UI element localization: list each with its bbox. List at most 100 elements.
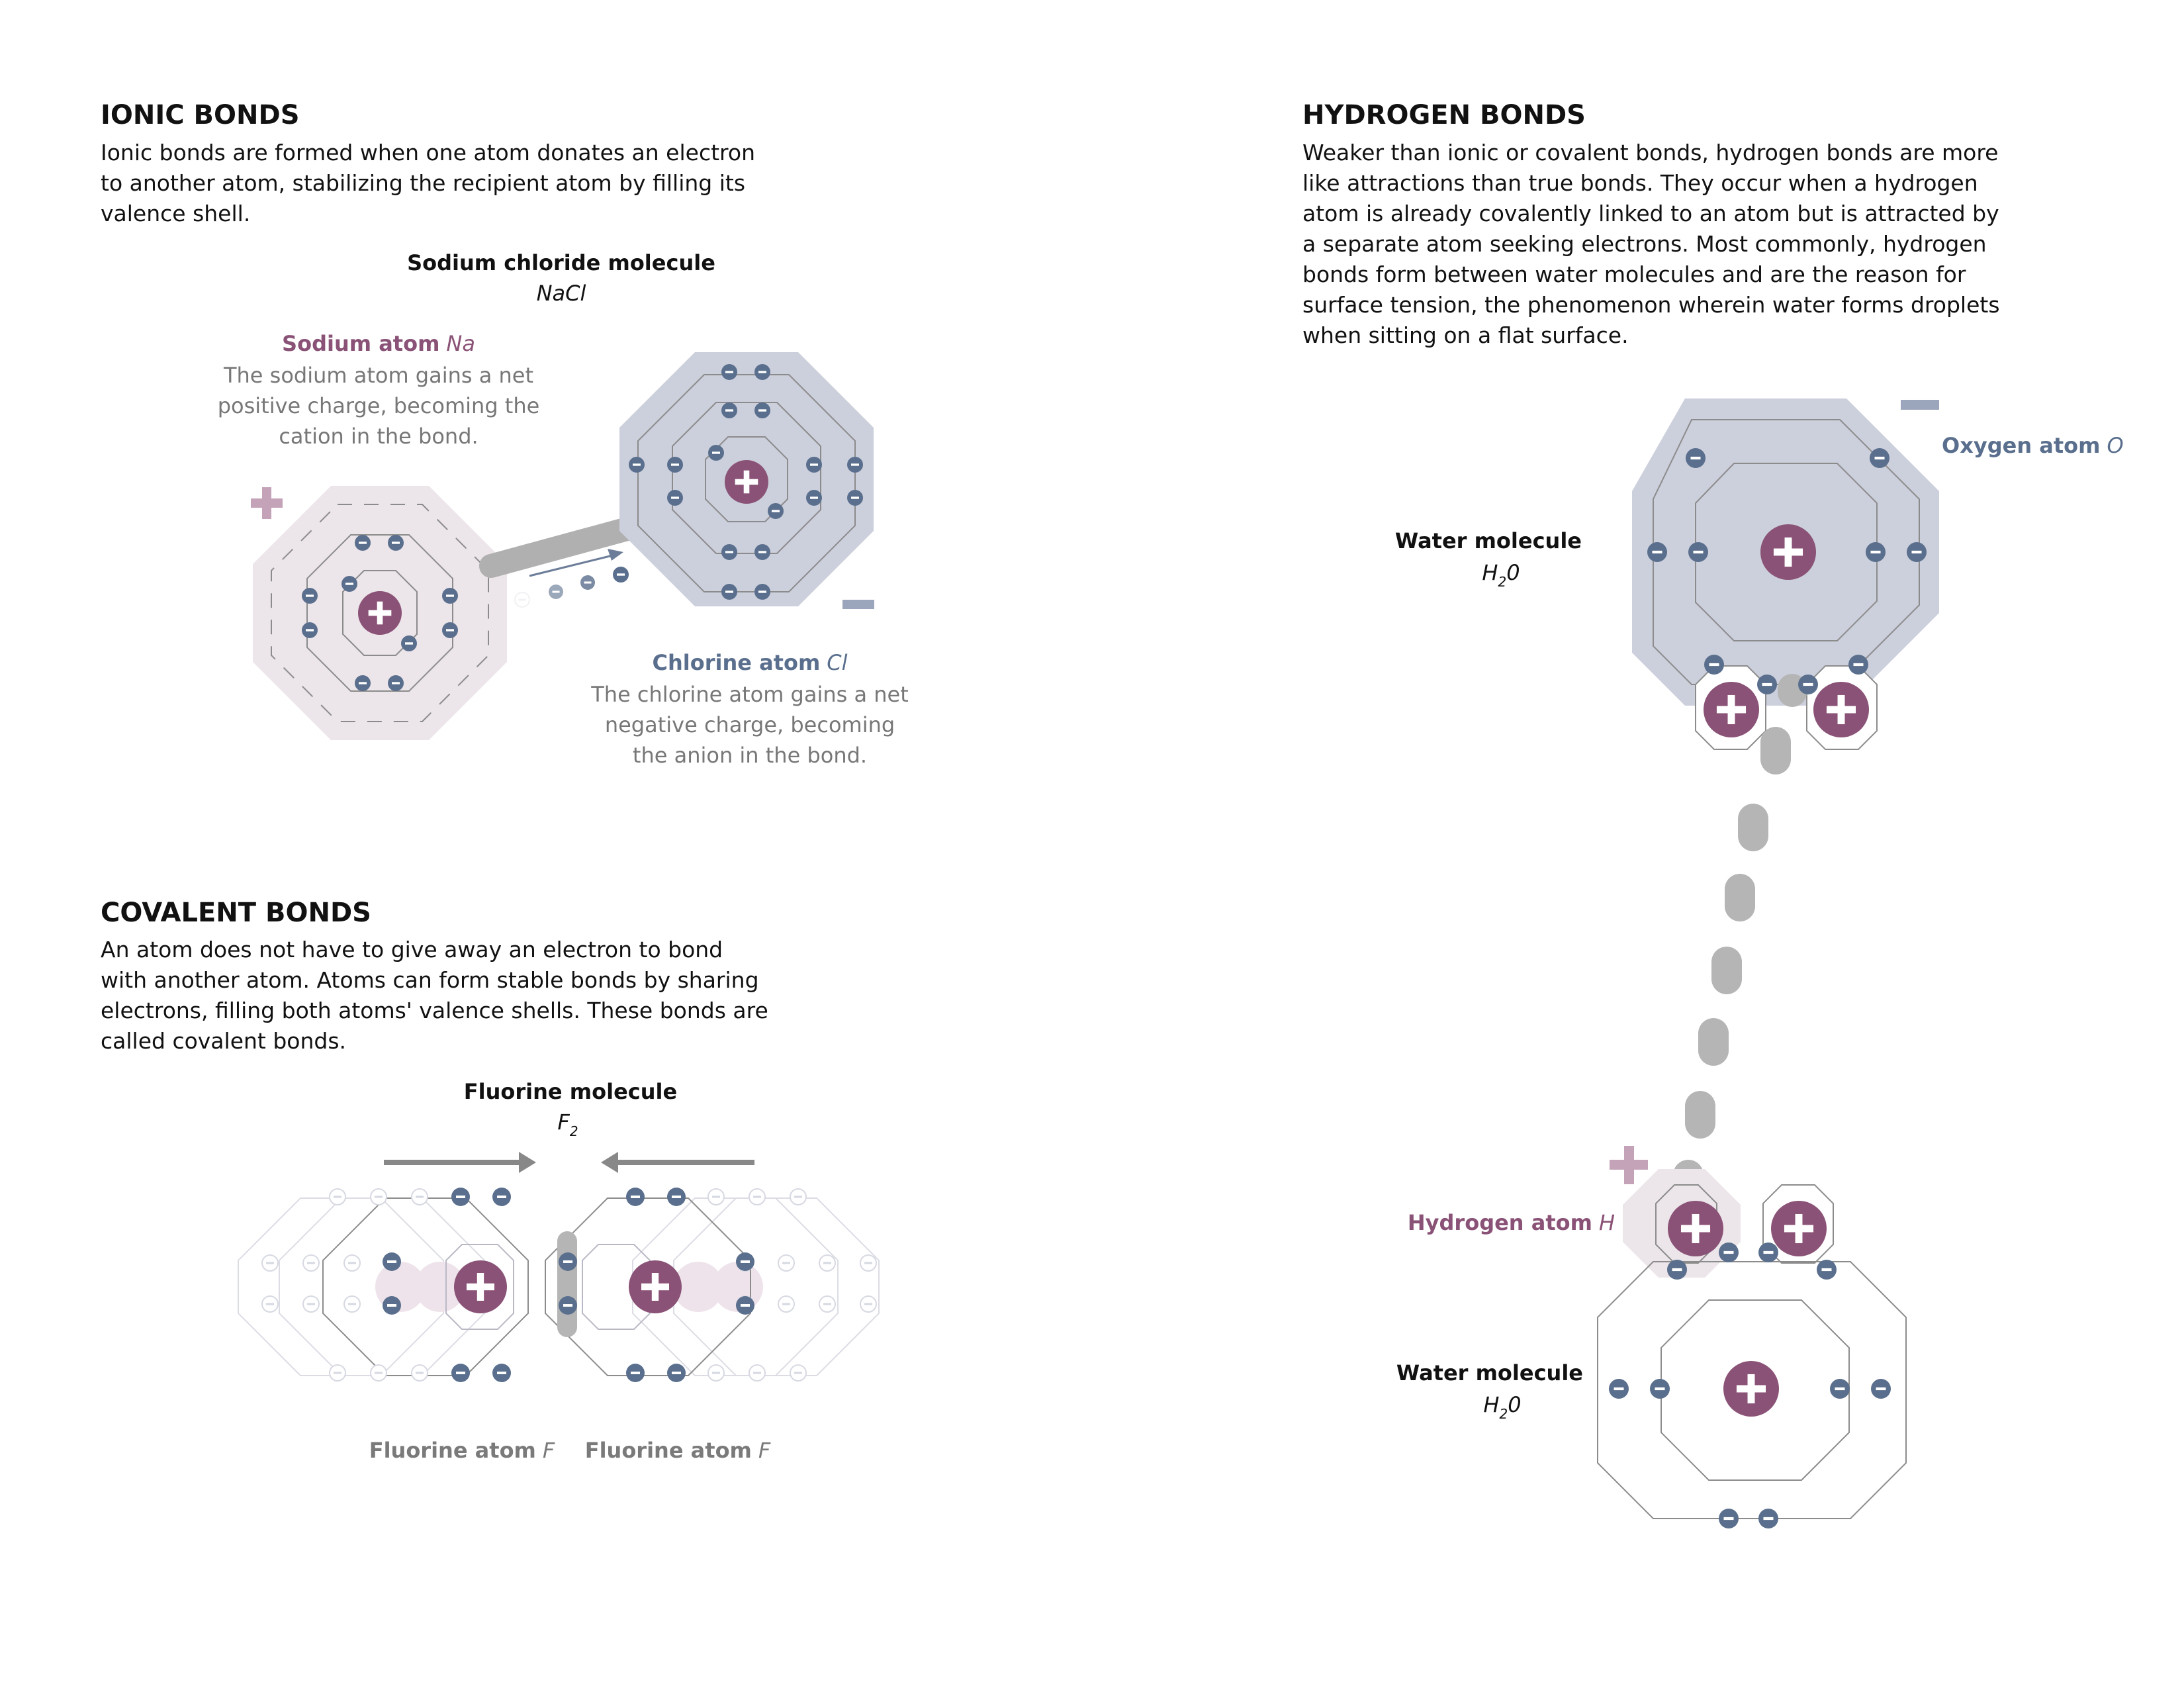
- electron-minus-40: [348, 1262, 356, 1264]
- electron: [1719, 1243, 1739, 1262]
- fluorine-right-symbol: F: [758, 1438, 771, 1463]
- electron-minus-79: [1853, 663, 1864, 667]
- electron-minus-11: [725, 371, 733, 373]
- electron-minus-5: [446, 594, 454, 597]
- electron-minus-57: [794, 1372, 802, 1374]
- electron: [329, 1364, 346, 1382]
- electron-minus-83: [1763, 1250, 1774, 1254]
- electron-minus-52: [334, 1372, 341, 1374]
- water-bottom-hydrogen-right-nucleus: [1771, 1201, 1827, 1256]
- electron-minus-49: [782, 1303, 790, 1305]
- electron: [451, 1188, 470, 1206]
- fluorine-right-nucleus: [629, 1260, 682, 1313]
- electron-minus-18: [810, 463, 818, 466]
- electron: [629, 457, 645, 473]
- sodium-plus-sign: [251, 487, 283, 519]
- electron: [1650, 1379, 1670, 1399]
- electron: [721, 584, 737, 600]
- electron: [514, 592, 530, 608]
- fluorine-formula-subscript: 2: [570, 1123, 578, 1139]
- electron: [442, 622, 458, 638]
- electron-minus-72: [1690, 456, 1701, 460]
- oxygen-atom-bottom-shell-1: [1661, 1299, 1850, 1481]
- electron-minus-67: [672, 1196, 681, 1198]
- hydrogen-plus-sign: [1610, 1146, 1648, 1184]
- electron-minus-9: [359, 682, 367, 684]
- electron: [1688, 542, 1708, 562]
- hydrogen-paragraph-line-4: a separate atom seeking electrons. Most …: [1302, 231, 1987, 257]
- sodium-outer-shell-dashed: [271, 504, 489, 722]
- electron: [388, 535, 404, 551]
- hydrogen-bond-dashes: [1673, 674, 1807, 1199]
- water-top-formula-tail: 0: [1506, 560, 1520, 585]
- electron-minus-22: [851, 496, 859, 499]
- electron-minus-8: [405, 642, 413, 645]
- hydrogen-atom-name: Hydrogen atom: [1408, 1210, 1592, 1235]
- electron-minus-25: [758, 551, 766, 553]
- chlorine-nucleus: [725, 460, 768, 504]
- electron-minus-61: [387, 1304, 396, 1307]
- water-bottom-title: Water molecule: [1396, 1360, 1583, 1385]
- electron-transfer-arrow: [529, 553, 616, 577]
- electron: [370, 1188, 387, 1205]
- electron: [754, 402, 770, 418]
- electron-minus-14: [758, 409, 766, 412]
- electron-minus-64: [456, 1372, 465, 1374]
- electron: [451, 1364, 470, 1382]
- water-bottom-hydrogen-right-nucleus-plus-v: [1795, 1213, 1803, 1244]
- electron-minus-28: [518, 598, 526, 601]
- electron: [754, 364, 770, 380]
- electron: [626, 1188, 645, 1206]
- electron: [1758, 1509, 1778, 1528]
- electron: [261, 1254, 279, 1272]
- right-approach-arrowhead: [601, 1152, 618, 1173]
- fluorine-right-name: Fluorine atom: [585, 1438, 752, 1463]
- electron-minus-44: [864, 1262, 872, 1264]
- fluorine-left-nucleus-plus-v: [477, 1273, 484, 1301]
- electron-transfer-arrowhead: [608, 549, 623, 561]
- chlorine-atom-symbol: Cl: [827, 650, 847, 675]
- electron-minus-74: [1652, 550, 1662, 554]
- water-top-formula-h: H: [1482, 560, 1498, 585]
- electron: [736, 1252, 754, 1271]
- electron-layer: [261, 364, 1927, 1528]
- chlorine-shell-1: [705, 436, 788, 522]
- electron-minus-82: [1723, 1250, 1734, 1254]
- electron-minus-20: [671, 496, 679, 499]
- water-bottom-formula: H20: [1483, 1392, 1521, 1422]
- electron: [1871, 1379, 1891, 1399]
- hydrogen-paragraph-line-5: bonds form between water molecules and a…: [1302, 261, 1966, 287]
- hydrogen-atom-label: Hydrogen atom H: [1408, 1210, 1615, 1235]
- electron: [819, 1254, 836, 1272]
- electron: [754, 544, 770, 560]
- electron: [341, 576, 357, 592]
- chlorine-note-line-1: The chlorine atom gains a net: [590, 682, 909, 707]
- electron: [302, 1295, 320, 1313]
- electron-minus-88: [1835, 1387, 1845, 1391]
- electron-minus-56: [753, 1372, 761, 1374]
- electron: [343, 1295, 361, 1313]
- oxygen-top-nucleus-plus-v: [1784, 537, 1792, 567]
- fluorine-left-nucleus: [454, 1260, 507, 1313]
- water-bottom-hydrogen-left-nucleus: [1668, 1201, 1723, 1256]
- electron: [1798, 675, 1818, 694]
- electron: [613, 567, 629, 583]
- electron-minus-65: [497, 1372, 506, 1374]
- electron-minus-42: [782, 1262, 790, 1264]
- hydrogen-bond-dash-2: [1760, 727, 1791, 774]
- electron-minus-43: [823, 1262, 831, 1264]
- electron-minus-86: [1614, 1387, 1624, 1391]
- electron: [370, 1364, 387, 1382]
- electron-minus-50: [823, 1303, 831, 1305]
- electron-minus-55: [712, 1372, 720, 1374]
- electron-minus-6: [306, 629, 314, 632]
- electron: [1907, 542, 1927, 562]
- electron-minus-85: [1821, 1268, 1832, 1272]
- electron-minus-76: [1870, 550, 1881, 554]
- nacl-molecule-title: Sodium chloride molecule: [407, 250, 715, 275]
- water-top-hydrogen-left-nucleus: [1704, 682, 1759, 737]
- electron: [667, 457, 683, 473]
- electron-minus-54: [416, 1372, 424, 1374]
- electron: [768, 503, 784, 519]
